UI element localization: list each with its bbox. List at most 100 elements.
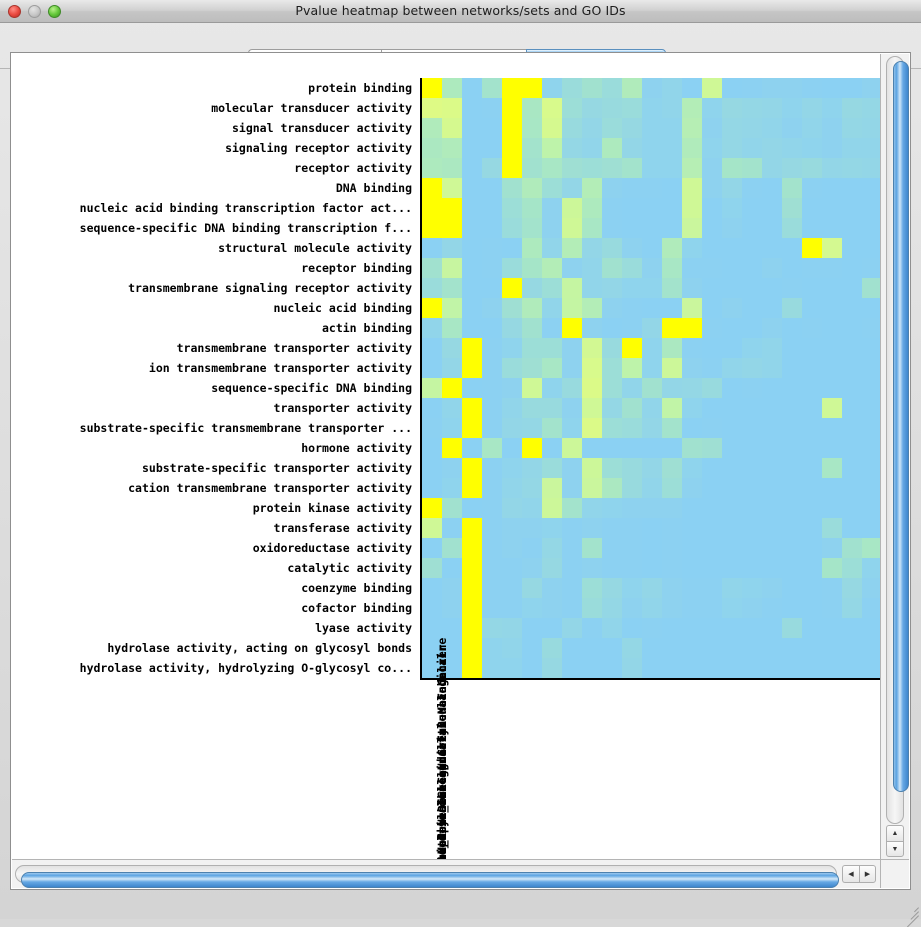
heatmap-cell[interactable] <box>862 438 880 458</box>
heatmap-cell[interactable] <box>682 358 702 378</box>
heatmap-cell[interactable] <box>462 498 482 518</box>
heatmap-cell[interactable] <box>542 338 562 358</box>
heatmap-cell[interactable] <box>422 398 442 418</box>
heatmap-cell[interactable] <box>422 558 442 578</box>
heatmap-cell[interactable] <box>422 378 442 398</box>
heatmap-cell[interactable] <box>602 398 622 418</box>
heatmap-cell[interactable] <box>502 378 522 398</box>
heatmap-cell[interactable] <box>422 158 442 178</box>
heatmap-cell[interactable] <box>802 618 822 638</box>
heatmap-cell[interactable] <box>502 138 522 158</box>
heatmap-cell[interactable] <box>582 198 602 218</box>
heatmap-cell[interactable] <box>562 298 582 318</box>
heatmap-cell[interactable] <box>802 338 822 358</box>
heatmap-cell[interactable] <box>502 598 522 618</box>
heatmap-cell[interactable] <box>702 358 722 378</box>
heatmap-cell[interactable] <box>602 138 622 158</box>
heatmap-cell[interactable] <box>722 398 742 418</box>
heatmap-cell[interactable] <box>842 498 862 518</box>
heatmap-cell[interactable] <box>442 98 462 118</box>
heatmap-cell[interactable] <box>742 618 762 638</box>
heatmap-cell[interactable] <box>622 338 642 358</box>
heatmap-cell[interactable] <box>862 398 880 418</box>
heatmap-cell[interactable] <box>842 138 862 158</box>
heatmap-cell[interactable] <box>422 418 442 438</box>
heatmap-cell[interactable] <box>602 418 622 438</box>
heatmap-cell[interactable] <box>762 178 782 198</box>
heatmap-cell[interactable] <box>822 498 842 518</box>
heatmap-cell[interactable] <box>462 598 482 618</box>
heatmap-cell[interactable] <box>702 98 722 118</box>
heatmap-cell[interactable] <box>522 558 542 578</box>
heatmap-cell[interactable] <box>622 578 642 598</box>
heatmap-cell[interactable] <box>862 358 880 378</box>
heatmap-cell[interactable] <box>562 218 582 238</box>
heatmap-cell[interactable] <box>662 458 682 478</box>
scroll-up-icon[interactable]: ▲ <box>886 825 904 841</box>
heatmap-cell[interactable] <box>862 198 880 218</box>
heatmap-cell[interactable] <box>762 418 782 438</box>
heatmap-cell[interactable] <box>482 458 502 478</box>
heatmap-cell[interactable] <box>422 278 442 298</box>
heatmap-cell[interactable] <box>442 158 462 178</box>
heatmap-cell[interactable] <box>582 498 602 518</box>
heatmap-cell[interactable] <box>802 498 822 518</box>
heatmap-cell[interactable] <box>442 518 462 538</box>
heatmap-cell[interactable] <box>802 418 822 438</box>
heatmap-cell[interactable] <box>662 578 682 598</box>
heatmap-cell[interactable] <box>862 618 880 638</box>
heatmap-cell[interactable] <box>722 118 742 138</box>
heatmap-cell[interactable] <box>642 258 662 278</box>
heatmap-cell[interactable] <box>442 558 462 578</box>
heatmap-cell[interactable] <box>742 438 762 458</box>
heatmap-cell[interactable] <box>722 378 742 398</box>
heatmap-cell[interactable] <box>842 518 862 538</box>
heatmap-cell[interactable] <box>862 498 880 518</box>
heatmap-cell[interactable] <box>682 378 702 398</box>
heatmap-cell[interactable] <box>642 518 662 538</box>
heatmap-cell[interactable] <box>542 458 562 478</box>
heatmap-cell[interactable] <box>542 198 562 218</box>
heatmap-cell[interactable] <box>702 618 722 638</box>
heatmap-cell[interactable] <box>842 258 862 278</box>
heatmap-cell[interactable] <box>842 278 862 298</box>
heatmap-cell[interactable] <box>662 338 682 358</box>
heatmap-cell[interactable] <box>702 138 722 158</box>
heatmap-cell[interactable] <box>662 358 682 378</box>
heatmap-cell[interactable] <box>462 518 482 538</box>
heatmap-cell[interactable] <box>762 658 782 678</box>
heatmap-cell[interactable] <box>602 558 622 578</box>
heatmap-cell[interactable] <box>722 158 742 178</box>
heatmap-cell[interactable] <box>522 138 542 158</box>
heatmap-cell[interactable] <box>562 98 582 118</box>
heatmap-cell[interactable] <box>682 418 702 438</box>
heatmap-cell[interactable] <box>762 98 782 118</box>
heatmap-cell[interactable] <box>462 278 482 298</box>
heatmap-cell[interactable] <box>822 198 842 218</box>
heatmap-cell[interactable] <box>802 478 822 498</box>
heatmap-cell[interactable] <box>802 218 822 238</box>
heatmap-cell[interactable] <box>462 158 482 178</box>
heatmap-cell[interactable] <box>842 118 862 138</box>
heatmap-cell[interactable] <box>682 238 702 258</box>
heatmap-cell[interactable] <box>582 118 602 138</box>
heatmap-cell[interactable] <box>502 658 522 678</box>
heatmap-cell[interactable] <box>822 558 842 578</box>
heatmap-cell[interactable] <box>582 258 602 278</box>
heatmap-cell[interactable] <box>762 538 782 558</box>
heatmap-cell[interactable] <box>762 78 782 98</box>
heatmap-cell[interactable] <box>582 398 602 418</box>
heatmap-cell[interactable] <box>582 458 602 478</box>
heatmap-cell[interactable] <box>442 298 462 318</box>
heatmap-cell[interactable] <box>562 398 582 418</box>
heatmap-cell[interactable] <box>642 278 662 298</box>
heatmap-cell[interactable] <box>482 418 502 438</box>
heatmap-cell[interactable] <box>782 118 802 138</box>
heatmap-cell[interactable] <box>502 98 522 118</box>
heatmap-cell[interactable] <box>722 198 742 218</box>
heatmap-cell[interactable] <box>562 578 582 598</box>
heatmap-cell[interactable] <box>642 438 662 458</box>
heatmap-cell[interactable] <box>602 258 622 278</box>
heatmap-cell[interactable] <box>702 658 722 678</box>
heatmap-cell[interactable] <box>862 278 880 298</box>
